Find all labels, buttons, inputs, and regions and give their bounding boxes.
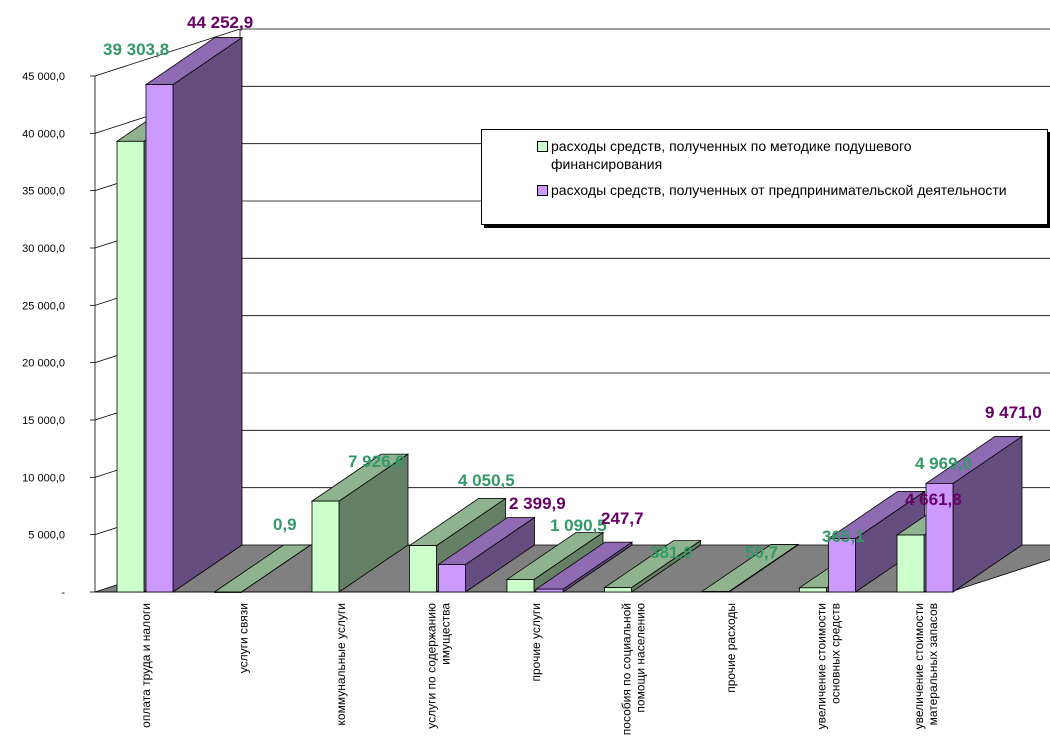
y-tick-label: 10 000,0	[22, 472, 65, 484]
data-label-series-2: 4 661,8	[905, 490, 962, 509]
x-tick-label: прочие расходы	[724, 603, 738, 693]
data-label-series-1: 4 050,5	[458, 471, 515, 490]
x-tick-label: услуги связи	[237, 603, 251, 673]
data-label-series-1: 39 303,8	[103, 40, 169, 59]
legend-swatch-series-2	[537, 185, 548, 196]
bar-series-2	[535, 588, 564, 593]
x-tick-label: основных средств	[829, 603, 843, 704]
bar-side-2	[172, 36, 243, 593]
data-label-series-1: 365,1	[822, 527, 865, 546]
data-label-series-1: 381,0	[650, 543, 693, 562]
bar-series-2	[828, 538, 856, 593]
x-tick-label: помощи населению	[634, 603, 648, 713]
x-tick-label: услуги по содержанию	[425, 603, 439, 729]
bar-series-1	[506, 579, 535, 593]
data-label-series-2: 2 399,9	[509, 494, 566, 513]
x-tick-label: увеличение стоимости	[815, 603, 829, 729]
data-label-series-2: 247,7	[601, 509, 644, 528]
bar-series-1	[409, 545, 437, 593]
data-label-series-1: 0,9	[273, 515, 297, 534]
x-tick-label: увеличение стоимости	[912, 603, 926, 729]
y-tick-label: 45 000,0	[22, 71, 65, 83]
x-tick-label: пособия по социальной	[620, 603, 634, 735]
bar-series-1	[604, 587, 632, 593]
bar-series-2	[925, 482, 954, 593]
chart-legend: расходы средств, полученных по методике …	[481, 129, 1048, 225]
bar-series-1	[116, 140, 145, 593]
bar-series-1	[214, 591, 242, 593]
data-label-series-1: 7 926,6	[348, 452, 405, 471]
y-tick-label: 25 000,0	[22, 300, 65, 312]
y-tick-label: 30 000,0	[22, 243, 65, 255]
data-label-series-1: 50,7	[745, 543, 778, 562]
legend-item-series-2: расходы средств, полученных от предприни…	[537, 181, 1011, 199]
data-label-series-1: 1 090,5	[550, 516, 607, 535]
data-label-series-1: 4 969,0	[915, 454, 972, 473]
x-tick-label: оплата труда и налоги	[139, 603, 153, 728]
data-label-series-2: 9 471,0	[985, 403, 1042, 422]
y-tick-label: 15 000,0	[22, 415, 65, 427]
legend-swatch-series-1	[537, 141, 548, 152]
y-tick-label: 35 000,0	[22, 186, 65, 198]
bar-series-2	[145, 84, 174, 593]
bar-series-1	[311, 500, 340, 593]
y-tick-label: 5 000,0	[28, 530, 65, 542]
data-label-series-2: 44 252,9	[187, 13, 253, 32]
legend-item-series-1: расходы средств, полученных по методике …	[537, 137, 1011, 173]
x-tick-label: матеральных запасов	[926, 603, 940, 725]
grid-line-left	[94, 28, 241, 77]
y-tick-label: 20 000,0	[22, 358, 65, 370]
bar-series-1	[701, 591, 730, 593]
y-tick-label: -	[61, 587, 65, 599]
x-tick-label: коммунальные услуги	[334, 603, 348, 725]
legend-label-series-1: расходы средств, полученных по методике …	[551, 138, 912, 172]
bar-series-2	[438, 564, 466, 593]
bar-series-1	[896, 534, 925, 593]
legend-label-series-2: расходы средств, полученных от предприни…	[551, 182, 1007, 198]
x-tick-label: прочие услуги	[529, 603, 543, 682]
y-tick-label: 40 000,0	[22, 128, 65, 140]
bar-series-1	[799, 587, 827, 593]
x-tick-label: имущества	[439, 603, 453, 665]
